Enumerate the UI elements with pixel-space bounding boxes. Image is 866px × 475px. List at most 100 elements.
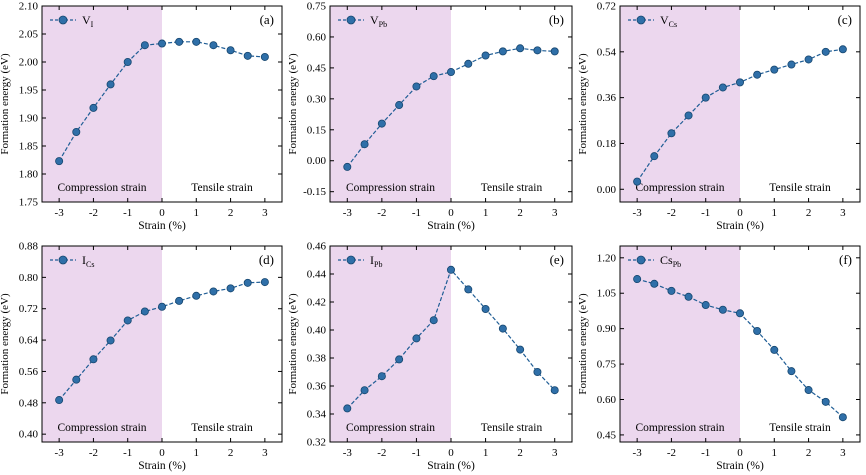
- y-tick-label: 0.32: [307, 437, 326, 449]
- data-point: [412, 82, 421, 91]
- compression-strain-label: Compression strain: [635, 422, 724, 434]
- x-tick-label: -3: [633, 207, 643, 219]
- legend-marker: [636, 15, 646, 25]
- data-point: [464, 285, 473, 294]
- x-axis-label: Strain (%): [138, 460, 186, 472]
- y-axis-label: Formation energy (eV): [287, 53, 299, 155]
- data-point: [123, 58, 132, 67]
- y-tick-label: 0.45: [307, 62, 327, 74]
- x-axis-label: Strain (%): [716, 220, 764, 232]
- legend-marker: [346, 15, 356, 25]
- data-point: [787, 60, 796, 69]
- x-tick-label: 1: [194, 447, 200, 459]
- data-point: [226, 46, 235, 55]
- data-point: [464, 59, 473, 68]
- data-point: [667, 129, 676, 138]
- y-tick-label: 0.42: [307, 297, 326, 309]
- x-tick-label: 1: [483, 207, 489, 219]
- data-point: [481, 51, 490, 60]
- x-tick-label: 0: [448, 207, 454, 219]
- x-tick-label: 1: [194, 207, 200, 219]
- legend-marker: [636, 255, 646, 265]
- compression-region: [330, 246, 451, 442]
- y-tick-label: 0.00: [307, 155, 327, 167]
- data-point: [55, 157, 64, 166]
- y-tick-label: 1.05: [597, 288, 617, 300]
- data-point: [718, 305, 727, 314]
- legend-marker: [346, 255, 356, 265]
- data-point: [633, 177, 642, 186]
- y-tick-label: 0.36: [597, 92, 617, 104]
- data-point: [821, 47, 830, 56]
- y-tick-label: 2.10: [19, 1, 39, 13]
- panel-label: (b): [549, 12, 564, 27]
- y-tick-label: 2.00: [19, 57, 39, 69]
- x-tick-label: -3: [55, 447, 65, 459]
- y-tick-label: 1.90: [19, 113, 39, 125]
- data-point: [192, 37, 201, 46]
- y-tick-label: 0.30: [307, 93, 327, 105]
- data-point: [821, 397, 830, 406]
- x-tick-label: 1: [483, 447, 489, 459]
- x-tick-label: 3: [840, 207, 846, 219]
- panel-label: (d): [259, 252, 274, 267]
- data-point: [412, 334, 421, 343]
- data-point: [770, 345, 779, 354]
- compression-region: [330, 6, 451, 202]
- data-point: [260, 52, 269, 61]
- y-tick-label: 0.72: [597, 1, 616, 13]
- panel-label: (f): [839, 252, 852, 267]
- data-point: [429, 72, 438, 81]
- x-tick-label: -3: [343, 207, 353, 219]
- y-tick-label: 0.72: [19, 303, 38, 315]
- data-point: [516, 44, 525, 53]
- data-point: [684, 292, 693, 301]
- x-axis-label: Strain (%): [138, 220, 186, 232]
- x-tick-label: -2: [377, 447, 386, 459]
- y-tick-label: 0.60: [597, 394, 617, 406]
- y-tick-label: 0.46: [307, 241, 327, 253]
- data-point: [343, 404, 352, 413]
- x-tick-label: 3: [840, 447, 846, 459]
- data-point: [72, 375, 81, 384]
- compression-region: [620, 6, 740, 202]
- data-point: [650, 152, 659, 161]
- x-tick-label: 3: [262, 207, 268, 219]
- panel-label: (a): [260, 12, 274, 27]
- data-point: [429, 316, 438, 325]
- y-tick-label: 1.80: [19, 169, 39, 181]
- data-point: [516, 345, 525, 354]
- x-tick-label: 0: [737, 447, 743, 459]
- chart-panel-5: 0.32 0.34 0.36 0.38 0.40 0.42 0.44 0.46 -3 -2 -1 0 1…: [287, 241, 573, 472]
- x-axis-label: Strain (%): [716, 460, 764, 472]
- y-tick-label: 1.20: [597, 252, 617, 264]
- x-tick-label: -2: [667, 207, 676, 219]
- data-point: [360, 140, 369, 149]
- x-tick-label: -1: [701, 207, 710, 219]
- x-tick-label: 0: [159, 447, 165, 459]
- data-point: [736, 78, 745, 87]
- x-tick-label: 2: [228, 207, 234, 219]
- y-tick-label: 1.75: [19, 197, 39, 209]
- data-point: [157, 302, 166, 311]
- x-tick-label: 3: [552, 207, 558, 219]
- data-point: [89, 355, 98, 364]
- y-tick-label: 0.15: [307, 124, 327, 136]
- x-tick-label: -3: [55, 207, 65, 219]
- data-point: [718, 83, 727, 92]
- y-tick-label: 1.95: [19, 85, 39, 97]
- y-tick-label: 0.56: [19, 366, 39, 378]
- data-point: [736, 309, 745, 318]
- data-point: [157, 39, 166, 48]
- x-axis-label: Strain (%): [427, 220, 475, 232]
- data-point: [209, 287, 218, 296]
- tensile-strain-label: Tensile strain: [191, 422, 253, 434]
- data-point: [446, 265, 455, 274]
- data-point: [753, 327, 762, 336]
- tensile-strain-label: Tensile strain: [481, 422, 543, 434]
- data-point: [243, 278, 252, 287]
- x-tick-label: -2: [89, 447, 98, 459]
- x-tick-label: 1: [772, 207, 778, 219]
- data-point: [753, 70, 762, 79]
- data-point: [481, 304, 490, 313]
